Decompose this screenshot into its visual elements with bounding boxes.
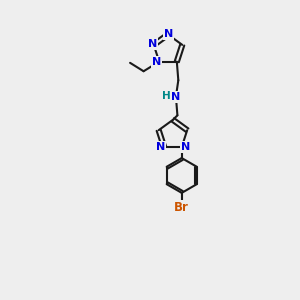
Text: Br: Br	[174, 201, 189, 214]
Text: H: H	[162, 91, 171, 101]
Text: N: N	[152, 57, 161, 67]
Text: N: N	[156, 142, 165, 152]
Text: N: N	[148, 39, 157, 49]
Text: N: N	[171, 92, 181, 102]
Text: N: N	[181, 142, 190, 152]
Text: N: N	[164, 29, 173, 39]
